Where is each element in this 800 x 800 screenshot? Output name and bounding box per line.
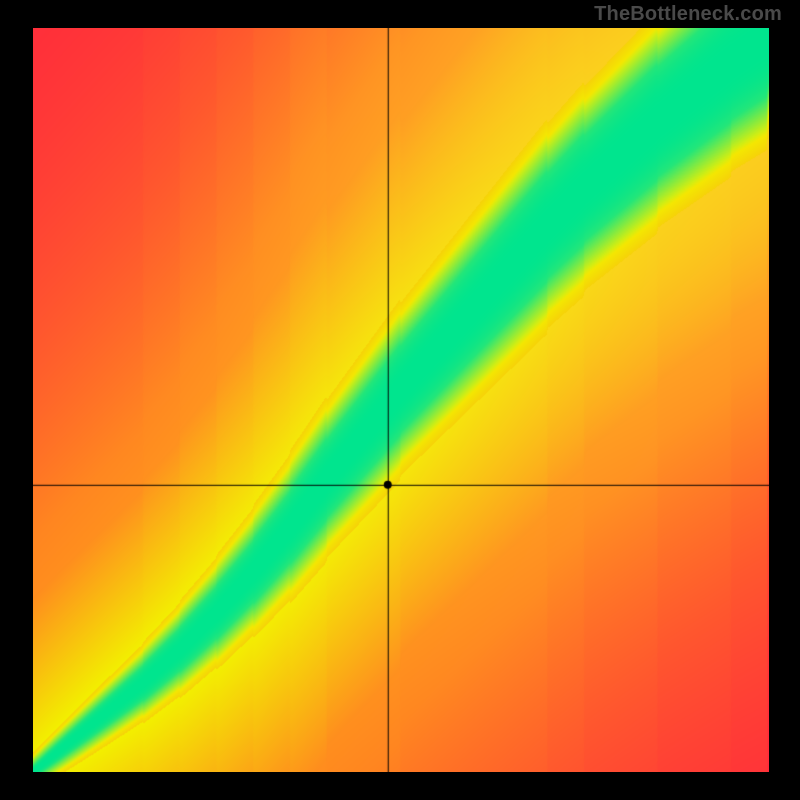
watermark-text: TheBottleneck.com [594, 4, 782, 24]
crosshair-overlay [33, 28, 769, 772]
chart-frame: TheBottleneck.com [0, 0, 800, 800]
